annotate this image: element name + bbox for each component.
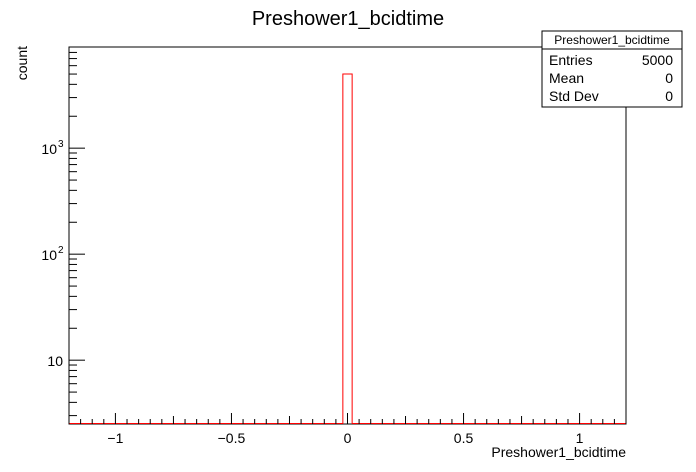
y-tick-label: 10 xyxy=(41,141,57,157)
y-axis-label: count xyxy=(14,46,30,80)
stats-label-stddev: Std Dev xyxy=(549,88,599,104)
stats-box-frame xyxy=(541,30,683,108)
stats-value-stddev: 0 xyxy=(665,88,673,104)
stats-label-mean: Mean xyxy=(549,70,584,86)
stats-box: Preshower1_bcidtime Entries 5000 Mean 0 … xyxy=(541,30,683,108)
y-tick-label: 10 xyxy=(47,353,63,369)
x-axis-label: Preshower1_bcidtime xyxy=(491,444,626,460)
x-tick-label: 0.5 xyxy=(454,430,474,446)
chart-title: Preshower1_bcidtime xyxy=(252,8,444,30)
x-axis: −1 −0.5 0 0.5 1 xyxy=(68,413,627,446)
stats-label-entries: Entries xyxy=(549,52,593,68)
histogram-bins xyxy=(69,73,626,424)
histogram-line xyxy=(69,73,626,424)
x-tick-label: −0.5 xyxy=(218,430,246,446)
stats-value-entries: 5000 xyxy=(642,52,673,68)
stats-value-mean: 0 xyxy=(665,70,673,86)
stats-box-title: Preshower1_bcidtime xyxy=(554,33,670,47)
x-tick-label: 1 xyxy=(576,430,584,446)
y-tick-exponent: 2 xyxy=(58,245,64,256)
y-tick-label: 10 xyxy=(41,247,57,263)
histogram-bin-0 xyxy=(343,74,352,423)
x-tick-label: 0 xyxy=(344,430,352,446)
y-tick-exponent: 3 xyxy=(58,139,64,150)
x-tick-label: −1 xyxy=(107,430,123,446)
